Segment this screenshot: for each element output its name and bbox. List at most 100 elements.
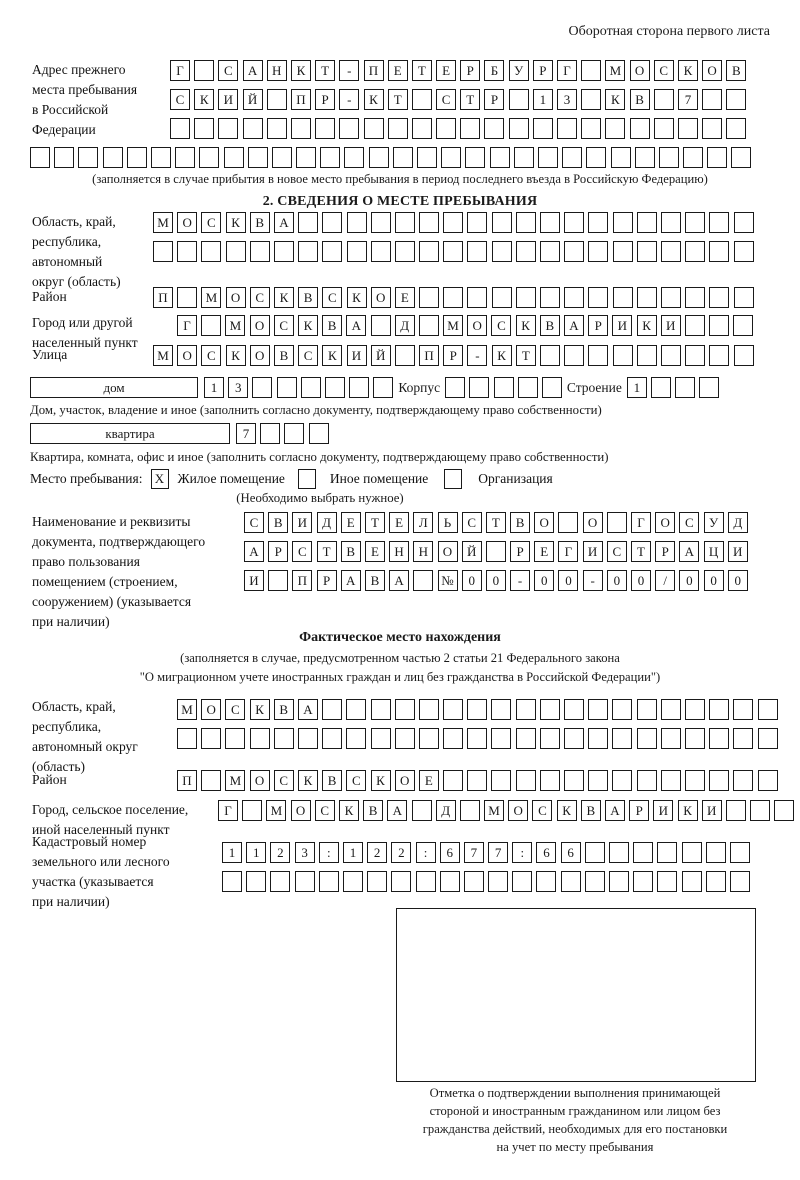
region-r1-cell-14[interactable] bbox=[467, 212, 488, 233]
korpus-cells[interactable] bbox=[445, 377, 562, 398]
actual-district-cell-20[interactable] bbox=[636, 770, 657, 791]
document-r1-cell-7[interactable]: Е bbox=[389, 512, 410, 533]
document-r3-cell-7[interactable]: А bbox=[389, 570, 410, 591]
prev-address-r1-cell-10[interactable]: Е bbox=[387, 60, 408, 81]
document-r1-cell-17[interactable]: Г bbox=[631, 512, 651, 533]
prev-address-r3-cell-3[interactable] bbox=[218, 118, 239, 139]
actual-region-r2-cell-6[interactable] bbox=[297, 728, 318, 749]
district-cell-18[interactable] bbox=[564, 287, 585, 308]
city-cell-12[interactable]: М bbox=[443, 315, 464, 336]
street-cell-21[interactable] bbox=[636, 345, 657, 366]
actual-region-r1-cell-20[interactable] bbox=[636, 699, 657, 720]
prev-address-r3-cell-17[interactable] bbox=[557, 118, 577, 139]
region-r2-cell-5[interactable] bbox=[249, 241, 270, 262]
actual-region-r2-cell-24[interactable] bbox=[733, 728, 754, 749]
district-cell-2[interactable] bbox=[177, 287, 198, 308]
street-cell-23[interactable] bbox=[685, 345, 706, 366]
actual-region-r2-cell-11[interactable] bbox=[418, 728, 439, 749]
document-r2-cell-2[interactable]: Р bbox=[268, 541, 289, 562]
region-r2-cell-3[interactable] bbox=[201, 241, 222, 262]
prev-address-r1-cell-14[interactable]: Б bbox=[484, 60, 505, 81]
document-r3-cell-18[interactable]: / bbox=[655, 570, 676, 591]
actual-district-cell-10[interactable]: О bbox=[394, 770, 415, 791]
region-r2-cell-18[interactable] bbox=[564, 241, 585, 262]
cadastral-r1-cell-7[interactable]: 2 bbox=[367, 842, 388, 863]
cadastral-r2-cell-14[interactable] bbox=[536, 871, 557, 892]
actual-district-cell-19[interactable] bbox=[612, 770, 633, 791]
actual-region-r1-cell-4[interactable]: К bbox=[249, 699, 270, 720]
document-r1-cell-15[interactable]: О bbox=[582, 512, 603, 533]
prev-address-row-4[interactable] bbox=[30, 147, 752, 168]
actual-city-cell-4[interactable]: О bbox=[290, 800, 311, 821]
actual-region-r2-cell-25[interactable] bbox=[757, 728, 778, 749]
cadastral-r2-cell-4[interactable] bbox=[294, 871, 315, 892]
actual-region-r1-cell-14[interactable] bbox=[491, 699, 512, 720]
actual-region-r1-cell-16[interactable] bbox=[539, 699, 560, 720]
city-cell-18[interactable]: Р bbox=[588, 315, 609, 336]
region-r1-cell-17[interactable] bbox=[540, 212, 560, 233]
actual-region-r1-cell-12[interactable] bbox=[443, 699, 464, 720]
actual-region-r1-cell-7[interactable] bbox=[322, 699, 343, 720]
prev-address-r4-cell-24[interactable] bbox=[586, 147, 607, 168]
region-r2-cell-24[interactable] bbox=[709, 241, 730, 262]
prev-address-r1-cell-12[interactable]: Е bbox=[436, 60, 457, 81]
cadastral-r1-cell-19[interactable] bbox=[657, 842, 678, 863]
document-r1-cell-8[interactable]: Л bbox=[413, 512, 434, 533]
document-r2-cell-4[interactable]: Т bbox=[316, 541, 337, 562]
prev-address-r1-cell-13[interactable]: Р bbox=[460, 60, 481, 81]
street-cell-13[interactable]: Р bbox=[443, 345, 464, 366]
prev-address-r1-cell-16[interactable]: Р bbox=[532, 60, 553, 81]
actual-city-cell-10[interactable]: Д bbox=[435, 800, 456, 821]
cadastral-r1-cell-14[interactable]: 6 bbox=[536, 842, 557, 863]
actual-district-cell-24[interactable] bbox=[733, 770, 754, 791]
document-r3-cell-2[interactable] bbox=[268, 570, 289, 591]
prev-address-r3-cell-14[interactable] bbox=[484, 118, 505, 139]
house-cell-5[interactable] bbox=[300, 377, 321, 398]
actual-region-r1-cell-23[interactable] bbox=[709, 699, 730, 720]
region-r2-cell-17[interactable] bbox=[540, 241, 560, 262]
prev-address-r3-cell-16[interactable] bbox=[532, 118, 553, 139]
actual-region-r2-cell-4[interactable] bbox=[249, 728, 270, 749]
actual-city-cell-22[interactable] bbox=[725, 800, 746, 821]
street-cell-22[interactable] bbox=[660, 345, 681, 366]
region-r2-cell-2[interactable] bbox=[177, 241, 198, 262]
prev-address-r3-cell-5[interactable] bbox=[266, 118, 287, 139]
district-cell-12[interactable] bbox=[419, 287, 440, 308]
prev-address-r4-cell-16[interactable] bbox=[392, 147, 413, 168]
stroenie-cells[interactable]: 1 bbox=[626, 377, 720, 398]
prev-address-r4-cell-3[interactable] bbox=[78, 147, 99, 168]
district-cell-11[interactable]: Е bbox=[394, 287, 415, 308]
actual-district-cell-14[interactable] bbox=[491, 770, 512, 791]
cadastral-r1-cell-2[interactable]: 1 bbox=[246, 842, 267, 863]
prev-address-r3-cell-1[interactable] bbox=[170, 118, 190, 139]
document-r3-cell-6[interactable]: В bbox=[364, 570, 385, 591]
city-cell-11[interactable] bbox=[418, 315, 439, 336]
city-cell-15[interactable]: К bbox=[515, 315, 536, 336]
prev-address-r4-cell-26[interactable] bbox=[634, 147, 655, 168]
region-r1-cell-1[interactable]: М bbox=[153, 212, 173, 233]
prev-address-r1-cell-9[interactable]: П bbox=[363, 60, 384, 81]
actual-city-cell-23[interactable] bbox=[750, 800, 771, 821]
prev-address-r4-cell-4[interactable] bbox=[102, 147, 123, 168]
prev-address-r2-cell-9[interactable]: К bbox=[363, 89, 384, 110]
checkbox-other-premises[interactable] bbox=[297, 469, 316, 489]
prev-address-r1-cell-2[interactable] bbox=[194, 60, 215, 81]
actual-region-r1-cell-22[interactable] bbox=[684, 699, 705, 720]
actual-city-cell-14[interactable]: С bbox=[532, 800, 553, 821]
actual-district-cell-13[interactable] bbox=[467, 770, 488, 791]
actual-region-r2-cell-7[interactable] bbox=[322, 728, 343, 749]
actual-city-cell-1[interactable]: Г bbox=[218, 800, 238, 821]
prev-address-r4-cell-12[interactable] bbox=[296, 147, 317, 168]
prev-address-r2-cell-23[interactable] bbox=[702, 89, 723, 110]
prev-address-r2-cell-6[interactable]: П bbox=[290, 89, 311, 110]
region-r2-cell-16[interactable] bbox=[515, 241, 536, 262]
document-r2-cell-13[interactable]: Е bbox=[534, 541, 555, 562]
cadastral-r2-cell-16[interactable] bbox=[584, 871, 605, 892]
actual-region-r2-cell-14[interactable] bbox=[491, 728, 512, 749]
region-r2-cell-20[interactable] bbox=[612, 241, 633, 262]
document-r2-cell-19[interactable]: А bbox=[679, 541, 700, 562]
prev-address-r3-cell-7[interactable] bbox=[315, 118, 336, 139]
actual-city-cell-5[interactable]: С bbox=[314, 800, 335, 821]
